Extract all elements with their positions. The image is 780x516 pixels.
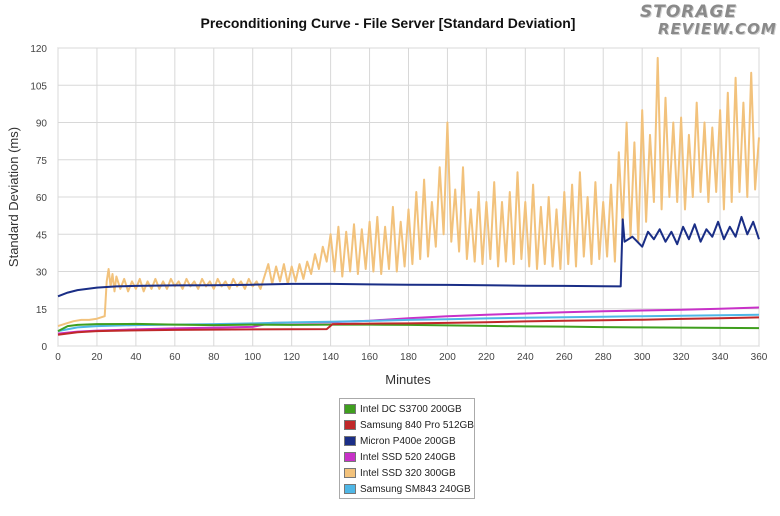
x-tick-label: 180 [400, 352, 417, 363]
y-tick-label: 15 [36, 305, 48, 316]
legend-item: Samsung 840 Pro 512GB [344, 417, 474, 433]
legend-swatch [344, 420, 356, 430]
x-tick-label: 160 [361, 352, 378, 363]
series-line [57, 56, 760, 328]
x-tick-label: 20 [91, 352, 103, 363]
y-tick-label: 90 [36, 119, 48, 130]
legend-item: Intel SSD 320 300GB [344, 465, 474, 481]
y-tick-label: 120 [30, 44, 47, 55]
x-tick-label: 0 [55, 352, 61, 363]
x-tick-label: 260 [556, 352, 573, 363]
x-tick-label: 40 [130, 352, 142, 363]
legend-label: Intel DC S3700 200GB [360, 403, 462, 415]
x-tick-label: 120 [283, 352, 300, 363]
legend-item: Intel SSD 520 240GB [344, 449, 474, 465]
x-tick-label: 280 [595, 352, 612, 363]
legend-label: Samsung SM843 240GB [360, 483, 471, 495]
legend-swatch [344, 484, 356, 494]
series-lines [57, 56, 760, 336]
series-line [57, 316, 760, 336]
x-tick-label: 200 [439, 352, 456, 363]
legend-swatch [344, 404, 356, 414]
y-tick-label: 75 [36, 156, 48, 167]
y-tick-label: 45 [36, 230, 48, 241]
y-tick-label: 105 [30, 81, 47, 92]
legend-item: Samsung SM843 240GB [344, 481, 474, 497]
legend-swatch [344, 452, 356, 462]
legend-label: Intel SSD 320 300GB [360, 467, 456, 479]
x-tick-label: 220 [478, 352, 495, 363]
y-tick-label: 0 [41, 342, 47, 353]
chart-title: Preconditioning Curve - File Server [Sta… [201, 15, 576, 31]
logo-line-2: REVIEW.COM [658, 20, 777, 38]
legend-item: Micron P400e 200GB [344, 433, 474, 449]
grid [57, 47, 760, 347]
x-tick-label: 340 [712, 352, 729, 363]
legend-item: Intel DC S3700 200GB [344, 401, 474, 417]
y-tick-label: 60 [36, 193, 48, 204]
storagereview-logo: STORAGE REVIEW.COM [640, 2, 777, 44]
x-tick-label: 360 [751, 352, 768, 363]
logo-line-1: STORAGE [640, 2, 738, 22]
x-tick-label: 80 [208, 352, 220, 363]
x-tick-label: 60 [169, 352, 181, 363]
legend-swatch [344, 468, 356, 478]
x-tick-label: 240 [517, 352, 534, 363]
legend-swatch [344, 436, 356, 446]
x-axis-label: Minutes [385, 372, 431, 387]
y-tick-labels: 0 15 30 45 60 75 90 105 120 [30, 44, 47, 353]
legend-label: Intel SSD 520 240GB [360, 451, 456, 463]
legend-label: Micron P400e 200GB [360, 435, 456, 447]
x-tick-label: 100 [244, 352, 261, 363]
y-tick-label: 30 [36, 268, 48, 279]
y-axis-label: Standard Deviation (ms) [6, 127, 21, 267]
x-tick-labels: 0 20 40 60 80 100 120 140 160 180 200 220 240 260 280 3… [55, 352, 768, 363]
legend-label: Samsung 840 Pro 512GB [360, 419, 474, 431]
x-tick-label: 320 [673, 352, 690, 363]
x-tick-label: 300 [634, 352, 651, 363]
x-tick-label: 140 [322, 352, 339, 363]
legend: Intel DC S3700 200GB Samsung 840 Pro 512G… [339, 398, 475, 499]
series-line [57, 215, 760, 298]
